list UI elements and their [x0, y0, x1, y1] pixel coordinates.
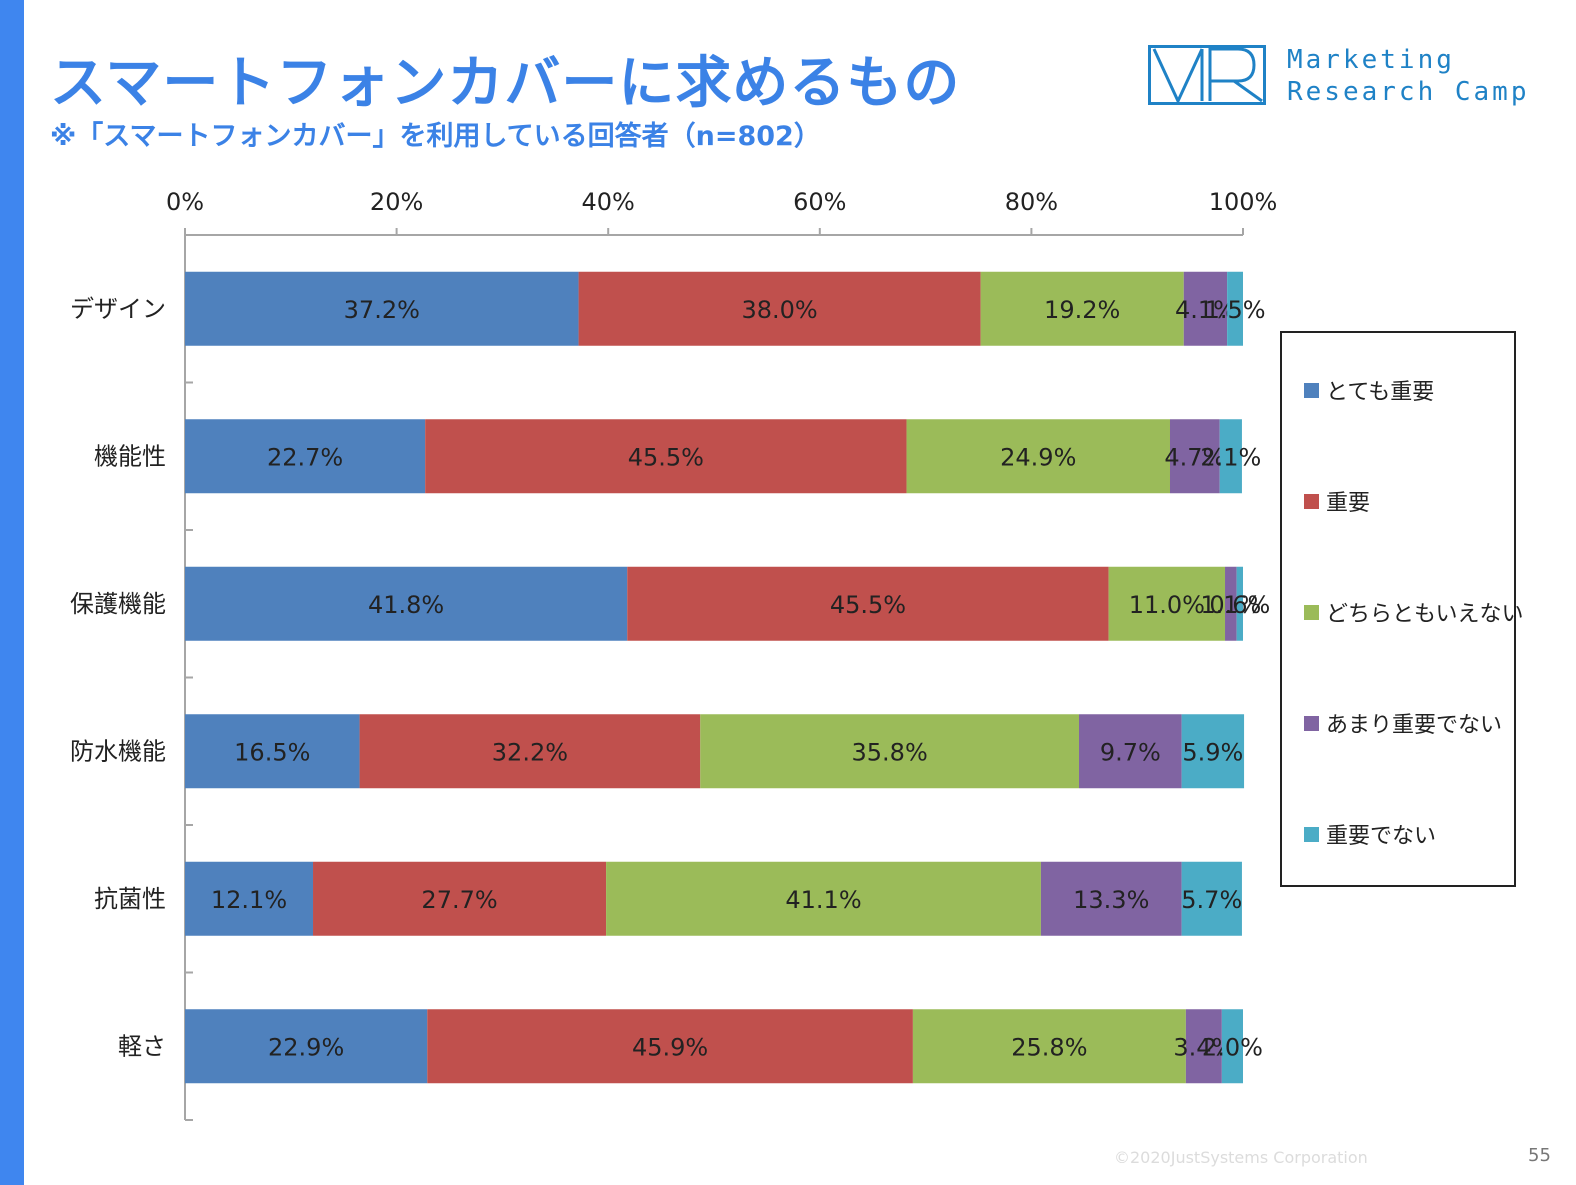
- chart-legend: とても重要重要どちらともいえない あまり重要でない 重要でない: [1280, 331, 1524, 887]
- bar-segment: [1183, 271, 1228, 346]
- accent-side-bar: [0, 0, 24, 1185]
- data-label: 27.7%: [421, 886, 497, 914]
- data-label: 4.7%: [1164, 443, 1225, 471]
- bar-segment: [1236, 566, 1243, 641]
- data-label: 0.6%: [1209, 591, 1270, 619]
- x-tick-label: 40%: [582, 188, 635, 216]
- legend-label: あまり重要でない: [1326, 713, 1503, 738]
- bar-segment: [427, 1009, 913, 1084]
- legend-item: 重要でない: [1304, 819, 1436, 849]
- legend-swatch: [1304, 826, 1319, 842]
- logo-line-1: Marketing: [1287, 45, 1455, 75]
- bar-segment: [185, 566, 628, 641]
- logo-wordmark: Marketing Research Camp: [1287, 44, 1530, 108]
- x-tick-label: 0%: [166, 188, 204, 216]
- data-label: 22.7%: [267, 443, 343, 471]
- x-tick-label: 80%: [1005, 188, 1058, 216]
- bar-segment: [313, 861, 607, 936]
- category-label: デザイン: [70, 295, 166, 323]
- data-label: 1.5%: [1205, 296, 1266, 324]
- bar-segment: [1181, 714, 1245, 789]
- legend-swatch: [1304, 493, 1319, 509]
- bar-segment: [425, 419, 907, 494]
- bar-segment: [700, 714, 1080, 789]
- data-label: 5.9%: [1182, 738, 1243, 766]
- logo-line-2: Research Camp: [1287, 77, 1530, 107]
- copyright-text: ©2020JustSystems Corporation: [1114, 1148, 1368, 1167]
- bar-segment: [185, 714, 360, 789]
- data-label: 19.2%: [1044, 296, 1120, 324]
- bar-segment: [185, 1009, 428, 1084]
- x-tick-label: 100%: [1209, 188, 1278, 216]
- data-label: 9.7%: [1100, 738, 1161, 766]
- bar-segment: [1221, 1009, 1243, 1084]
- data-label: 24.9%: [1000, 443, 1076, 471]
- legend-item: とても重要: [1304, 375, 1434, 405]
- data-label: 1.1%: [1200, 591, 1261, 619]
- data-label: 45.5%: [628, 443, 704, 471]
- page-number: 55: [1528, 1145, 1551, 1166]
- category-label: 機能性: [94, 442, 166, 470]
- data-label: 37.2%: [344, 296, 420, 324]
- bar-segment: [1185, 1009, 1222, 1084]
- page-title: スマートフォンカバーに求めるもの: [50, 51, 961, 116]
- bar-segment: [606, 861, 1041, 936]
- bar-segment: [185, 861, 314, 936]
- legend-swatch: [1304, 604, 1319, 620]
- legend-item: 重要: [1304, 486, 1370, 516]
- data-label: 41.8%: [368, 591, 444, 619]
- category-label: 抗菌性: [94, 885, 166, 913]
- data-label: 32.2%: [492, 738, 568, 766]
- legend-label: 重要: [1326, 491, 1371, 516]
- bar-segment: [578, 271, 981, 346]
- legend-item: どちらともいえない: [1304, 597, 1524, 627]
- bar-segment: [980, 271, 1184, 346]
- data-label: 45.9%: [632, 1033, 708, 1061]
- bar-segment: [906, 419, 1170, 494]
- data-label: 38.0%: [741, 296, 817, 324]
- bar-segment: [185, 419, 426, 494]
- data-label: 12.1%: [211, 886, 287, 914]
- data-label: 45.5%: [830, 591, 906, 619]
- category-label: 防水機能: [70, 737, 166, 765]
- page-subtitle: ※「スマートフォンカバー」を利用している回答者（n=802）: [50, 121, 821, 152]
- bar-segment: [359, 714, 701, 789]
- x-tick-label: 20%: [370, 188, 423, 216]
- legend-swatch: [1304, 382, 1319, 398]
- data-label: 2.0%: [1202, 1033, 1263, 1061]
- legend-item: あまり重要でない: [1304, 708, 1502, 738]
- bar-segment: [1219, 419, 1242, 494]
- data-label: 5.7%: [1181, 886, 1242, 914]
- data-label: 16.5%: [234, 738, 310, 766]
- data-label: 13.3%: [1073, 886, 1149, 914]
- category-label: 保護機能: [70, 590, 166, 618]
- bar-segment: [627, 566, 1109, 641]
- legend-label: とても重要: [1326, 380, 1435, 405]
- bar-segment: [1169, 419, 1220, 494]
- data-label: 2.1%: [1200, 443, 1261, 471]
- bar-segment: [185, 271, 579, 346]
- data-label: 25.8%: [1011, 1033, 1087, 1061]
- bar-segment: [1108, 566, 1226, 641]
- data-label: 35.8%: [852, 738, 928, 766]
- x-tick-label: 60%: [793, 188, 846, 216]
- bar-segment: [1227, 271, 1243, 346]
- category-label: 軽さ: [118, 1032, 166, 1060]
- data-label: 11.0%: [1129, 591, 1205, 619]
- legend-label: 重要でない: [1326, 824, 1437, 849]
- bar-segment: [1040, 861, 1182, 936]
- bar-segment: [1079, 714, 1182, 789]
- data-label: 41.1%: [785, 886, 861, 914]
- bar-segment: [1225, 566, 1237, 641]
- legend-label: どちらともいえない: [1326, 602, 1524, 627]
- data-label: 4.1%: [1175, 296, 1236, 324]
- bar-segment: [1181, 861, 1242, 936]
- mr-logo-icon: [1148, 45, 1266, 105]
- bar-segment: [912, 1009, 1186, 1084]
- data-label: 22.9%: [268, 1033, 344, 1061]
- legend-swatch: [1304, 715, 1319, 731]
